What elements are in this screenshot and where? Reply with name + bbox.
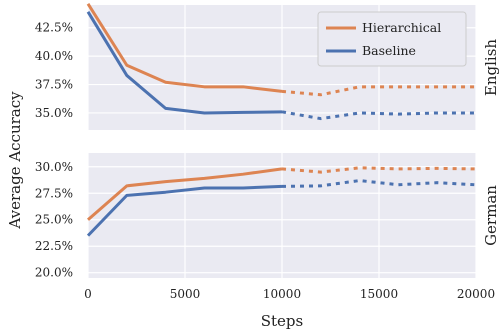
english-y-tick-label: 40.0% <box>35 49 73 63</box>
legend: Hierarchical Baseline <box>317 11 467 67</box>
x-tick-label: 20000 <box>457 287 495 301</box>
german-y-tick-label: 20.0% <box>35 266 73 280</box>
x-tick-label: 5000 <box>170 287 201 301</box>
german-panel: 20.0% 22.5% 25.0% 27.5% 30.0% German <box>35 153 500 280</box>
y-axis-label: Average Accuracy <box>6 91 24 230</box>
english-y-tick-label: 35.0% <box>35 106 73 120</box>
english-y-tick-label: 42.5% <box>35 21 73 35</box>
english-y-tick-label: 37.5% <box>35 78 73 92</box>
english-series-baseline-extension <box>281 110 476 121</box>
x-tick-label: 15000 <box>360 287 398 301</box>
german-series-hierarchical-extension <box>281 166 477 174</box>
german-row-label: German <box>482 185 500 246</box>
legend-label-baseline: Baseline <box>362 43 416 58</box>
german-series-hierarchical <box>87 167 283 221</box>
english-series-baseline <box>86 11 283 115</box>
german-y-tick-label: 30.0% <box>35 160 73 174</box>
legend-label-hierarchical: Hierarchical <box>362 20 441 35</box>
x-axis-label: Steps <box>261 312 303 330</box>
german-y-tick-label: 22.5% <box>35 239 73 253</box>
english-series-hierarchical <box>86 3 283 93</box>
german-series-baseline-extension <box>281 179 477 188</box>
x-tick-label: 10000 <box>263 287 301 301</box>
x-tick-label: 0 <box>84 287 92 301</box>
english-series-hierarchical-extension <box>281 85 476 97</box>
german-series-baseline <box>86 184 283 237</box>
german-y-tick-label: 27.5% <box>35 186 73 200</box>
english-row-label: English <box>482 39 500 97</box>
german-y-tick-label: 25.0% <box>35 213 73 227</box>
